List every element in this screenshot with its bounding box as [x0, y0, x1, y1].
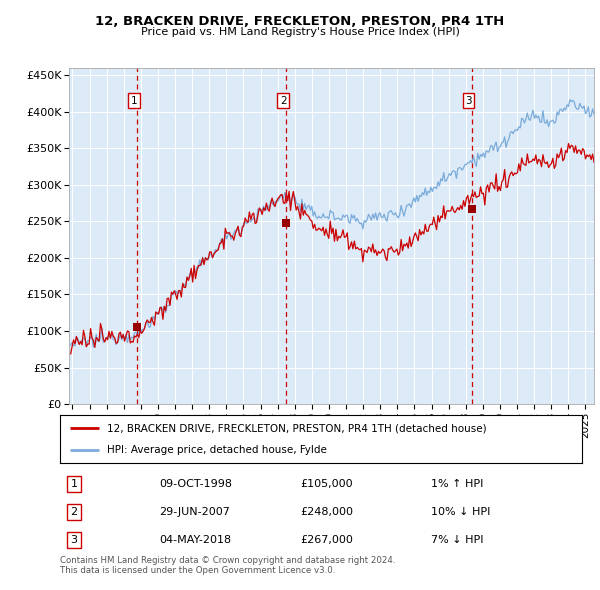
Text: 3: 3	[71, 535, 77, 545]
Text: 7% ↓ HPI: 7% ↓ HPI	[431, 535, 483, 545]
Text: £267,000: £267,000	[300, 535, 353, 545]
Text: 09-OCT-1998: 09-OCT-1998	[159, 479, 232, 489]
Text: 2: 2	[71, 507, 77, 517]
Text: 12, BRACKEN DRIVE, FRECKLETON, PRESTON, PR4 1TH (detached house): 12, BRACKEN DRIVE, FRECKLETON, PRESTON, …	[107, 423, 487, 433]
Text: 12, BRACKEN DRIVE, FRECKLETON, PRESTON, PR4 1TH: 12, BRACKEN DRIVE, FRECKLETON, PRESTON, …	[95, 15, 505, 28]
Text: Price paid vs. HM Land Registry's House Price Index (HPI): Price paid vs. HM Land Registry's House …	[140, 27, 460, 37]
Text: 29-JUN-2007: 29-JUN-2007	[159, 507, 230, 517]
Text: 3: 3	[465, 96, 472, 106]
Text: £248,000: £248,000	[300, 507, 353, 517]
Text: 2: 2	[280, 96, 286, 106]
Text: 1: 1	[131, 96, 137, 106]
Text: 10% ↓ HPI: 10% ↓ HPI	[431, 507, 490, 517]
Text: HPI: Average price, detached house, Fylde: HPI: Average price, detached house, Fyld…	[107, 445, 327, 455]
Text: £105,000: £105,000	[300, 479, 353, 489]
Text: 1: 1	[71, 479, 77, 489]
Text: Contains HM Land Registry data © Crown copyright and database right 2024.: Contains HM Land Registry data © Crown c…	[60, 556, 395, 565]
Text: 1% ↑ HPI: 1% ↑ HPI	[431, 479, 483, 489]
Text: 04-MAY-2018: 04-MAY-2018	[159, 535, 232, 545]
Text: This data is licensed under the Open Government Licence v3.0.: This data is licensed under the Open Gov…	[60, 566, 335, 575]
